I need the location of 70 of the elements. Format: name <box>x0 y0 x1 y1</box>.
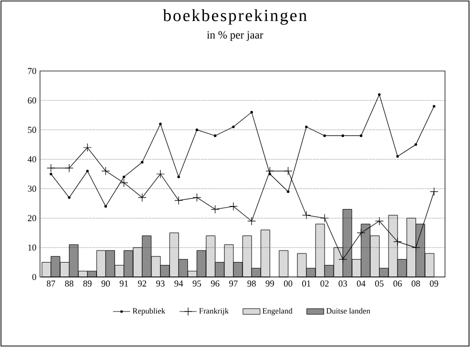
x-tick-label: 91 <box>120 280 128 287</box>
x-tick-label: 00 <box>284 280 292 287</box>
x-tick-label: 95 <box>192 280 202 287</box>
point <box>68 196 70 199</box>
point <box>430 187 438 196</box>
point <box>86 170 89 172</box>
point <box>174 196 183 205</box>
point <box>83 143 92 152</box>
legend-label: Republiek <box>132 308 166 316</box>
x-tick-label: 05 <box>375 280 384 287</box>
point <box>393 237 402 246</box>
legend-label: Duitse landen <box>326 308 370 314</box>
point <box>284 166 292 176</box>
x-tick-label: 08 <box>412 280 420 287</box>
y-tick-label: 60 <box>28 97 36 104</box>
point <box>64 164 74 172</box>
x-tick-label: 03 <box>338 280 347 287</box>
point <box>286 190 290 193</box>
point <box>177 176 180 178</box>
point <box>156 170 165 178</box>
point <box>378 93 381 96</box>
point <box>356 228 366 238</box>
x-tick-label: 09 <box>430 280 438 287</box>
y-tick-label: 30 <box>28 186 36 192</box>
chart-title: boekbesprekingen <box>162 9 307 25</box>
legend-label: Engeland <box>262 308 292 316</box>
point <box>375 216 384 226</box>
point <box>50 172 52 176</box>
x-tick-label: 94 <box>174 280 184 287</box>
y-tick-label: 0 <box>32 274 36 280</box>
y-tick-label: 70 <box>28 68 36 74</box>
point <box>338 255 348 264</box>
x-tick-label: 06 <box>393 280 402 287</box>
point <box>320 214 329 222</box>
y-tick-label: 10 <box>28 244 36 251</box>
x-tick-label: 04 <box>356 280 366 287</box>
y-tick-label: 40 <box>28 156 36 162</box>
point <box>210 205 220 214</box>
x-tick-label: 02 <box>320 280 329 287</box>
chart-subtitle: in % per jaar <box>206 31 264 41</box>
point <box>138 193 146 202</box>
x-tick-label: 98 <box>247 280 256 287</box>
point <box>196 128 198 132</box>
point <box>305 126 308 128</box>
x-tick-label: 87 <box>46 280 56 287</box>
y-tick-label: 50 <box>28 126 36 133</box>
x-tick-label: 92 <box>138 280 146 287</box>
y-tick-label: 20 <box>28 215 36 222</box>
point <box>360 134 362 138</box>
x-tick-label: 88 <box>65 280 74 287</box>
point <box>247 216 256 226</box>
x-tick-label: 99 <box>266 280 274 287</box>
x-tick-label: 89 <box>83 280 92 287</box>
point <box>122 176 126 178</box>
point <box>229 202 238 211</box>
x-tick-label: 01 <box>302 280 310 287</box>
point <box>412 243 420 252</box>
point <box>232 126 235 128</box>
point <box>101 166 110 176</box>
x-tick-label: 93 <box>156 280 165 287</box>
legend-label: Frankrijk <box>199 308 229 316</box>
point <box>266 166 274 176</box>
point <box>120 178 128 188</box>
point <box>342 134 344 138</box>
x-tick-label: 97 <box>229 280 238 287</box>
point <box>302 210 311 220</box>
x-tick-label: 90 <box>101 280 110 287</box>
x-tick-label: 96 <box>210 280 220 287</box>
point <box>323 134 326 138</box>
point <box>192 193 202 202</box>
